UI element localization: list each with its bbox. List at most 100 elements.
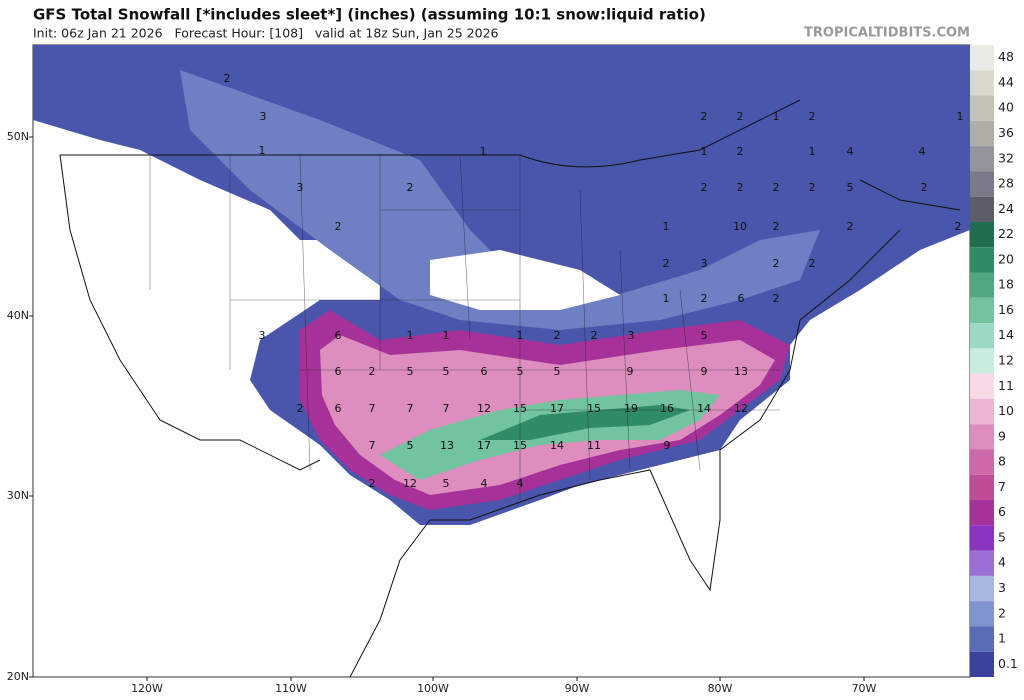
colorbar-label: 2 xyxy=(998,605,1006,620)
snow-value: 2 xyxy=(737,145,744,158)
snow-value: 1 xyxy=(809,145,816,158)
snow-value: 6 xyxy=(335,329,342,342)
lat-label: 50N xyxy=(7,130,29,143)
snow-value: 15 xyxy=(587,402,601,415)
lon-label: 70W xyxy=(852,682,877,695)
borders xyxy=(149,154,780,500)
colorbar-label: 7 xyxy=(998,479,1006,494)
colorbar-cell xyxy=(970,398,994,425)
lon-label: 110W xyxy=(275,682,307,695)
snow-value: 2 xyxy=(369,477,376,490)
snow-value: 10 xyxy=(733,220,747,233)
colorbar-cell xyxy=(970,601,994,627)
snow-value: 17 xyxy=(550,402,564,415)
colorbar-label: 32 xyxy=(998,150,1014,165)
colorbar-label: 12 xyxy=(998,353,1014,368)
snow-value: 7 xyxy=(369,439,376,452)
colorbar-cell xyxy=(970,626,994,652)
snow-value: 12 xyxy=(477,402,491,415)
snow-value: 7 xyxy=(407,402,414,415)
colorbar-cell xyxy=(970,323,994,349)
snow-value: 1 xyxy=(517,329,524,342)
snow-value: 17 xyxy=(477,439,491,452)
snow-value: 2 xyxy=(955,220,962,233)
snow-value: 11 xyxy=(587,439,601,452)
colorbar-cell xyxy=(970,272,994,298)
colorbar-label: 5 xyxy=(998,529,1006,544)
snow-value: 13 xyxy=(734,365,748,378)
colorbar-label: 20 xyxy=(998,251,1014,266)
snow-value: 2 xyxy=(773,181,780,194)
lon-label: 120W xyxy=(131,682,163,695)
colorbar-label: 16 xyxy=(998,302,1014,317)
colorbar-label: 48 xyxy=(998,49,1014,64)
colorbar-cell xyxy=(970,146,994,172)
lat-label: 20N xyxy=(7,670,29,683)
colorbar-cell xyxy=(970,247,994,273)
snow-value: 6 xyxy=(738,292,745,305)
colorbar-cell xyxy=(970,424,994,450)
snow-value: 1 xyxy=(957,110,964,123)
colorbar-label: 3 xyxy=(998,580,1006,595)
colorbar-cell xyxy=(970,348,994,374)
snow-value: 2 xyxy=(809,110,816,123)
snow-value: 7 xyxy=(443,402,450,415)
colorbar-cell xyxy=(970,120,994,147)
snow-value: 1 xyxy=(773,110,780,123)
colorbar-label: 40 xyxy=(998,100,1014,115)
snow-value: 16 xyxy=(660,402,674,415)
colorbar-cell xyxy=(970,449,994,475)
snow-value: 2 xyxy=(701,292,708,305)
snow-value: 1 xyxy=(480,145,487,158)
snow-value: 15 xyxy=(513,402,527,415)
snow-value: 6 xyxy=(335,402,342,415)
snow-value: 4 xyxy=(847,145,854,158)
title: GFS Total Snowfall [*includes sleet*] (i… xyxy=(33,6,706,24)
snow-value: 2 xyxy=(701,181,708,194)
snow-value: 2 xyxy=(773,292,780,305)
colorbar-label: 11 xyxy=(998,378,1014,393)
colorbar-cell xyxy=(970,221,994,248)
snow-value: 2 xyxy=(847,220,854,233)
colorbar-cell xyxy=(970,651,994,677)
lat-label: 30N xyxy=(7,489,29,502)
colorbar-cell xyxy=(970,45,994,71)
colorbar-label: 1 xyxy=(998,631,1006,646)
snow-value: 2 xyxy=(773,220,780,233)
snow-value: 2 xyxy=(737,181,744,194)
snow-area-light xyxy=(180,70,820,330)
no-snow-west xyxy=(60,160,300,440)
snow-value: 14 xyxy=(550,439,564,452)
map-labels: 233 221 12 12 2 11 2 1 4 42 2 2 2 5 21 10 2 2 22 3 2 21 2 6 23 6 1… xyxy=(224,72,964,490)
colorbar-cell xyxy=(970,196,994,222)
colorbar-label: 18 xyxy=(998,277,1014,292)
lon-label: 90W xyxy=(565,682,590,695)
snow-value: 2 xyxy=(737,110,744,123)
lon-label: 80W xyxy=(708,682,733,695)
snow-value: 19 xyxy=(624,402,638,415)
snow-value: 5 xyxy=(517,365,524,378)
snow-value: 14 xyxy=(697,402,711,415)
snow-value: 4 xyxy=(481,477,488,490)
colorbar: 4844403632282422201816141211109876543210… xyxy=(970,45,1018,677)
snow-value: 5 xyxy=(407,439,414,452)
colorbar-label: 6 xyxy=(998,504,1006,519)
colorbar-cell xyxy=(970,171,994,197)
snow-value: 2 xyxy=(297,402,304,415)
snow-value: 1 xyxy=(407,329,414,342)
map: 233 221 12 12 2 11 2 1 4 42 2 2 2 5 21 10 2 2 22 3 2 21 2 6 23 6 1… xyxy=(32,44,971,678)
colorbar-label: 9 xyxy=(998,428,1006,443)
snow-value: 5 xyxy=(554,365,561,378)
colorbar-cell xyxy=(970,500,994,526)
snow-value: 6 xyxy=(481,365,488,378)
colorbar-cell xyxy=(970,474,994,501)
snow-band-darkgreen xyxy=(480,405,690,440)
snow-value: 2 xyxy=(809,257,816,270)
colorbar-label: 28 xyxy=(998,176,1014,191)
snow-value: 1 xyxy=(663,220,670,233)
colorbar-label: 4 xyxy=(998,555,1006,570)
colorbar-label: 8 xyxy=(998,454,1006,469)
colorbar-label: 0.1 xyxy=(998,656,1018,671)
snow-value: 12 xyxy=(734,402,748,415)
